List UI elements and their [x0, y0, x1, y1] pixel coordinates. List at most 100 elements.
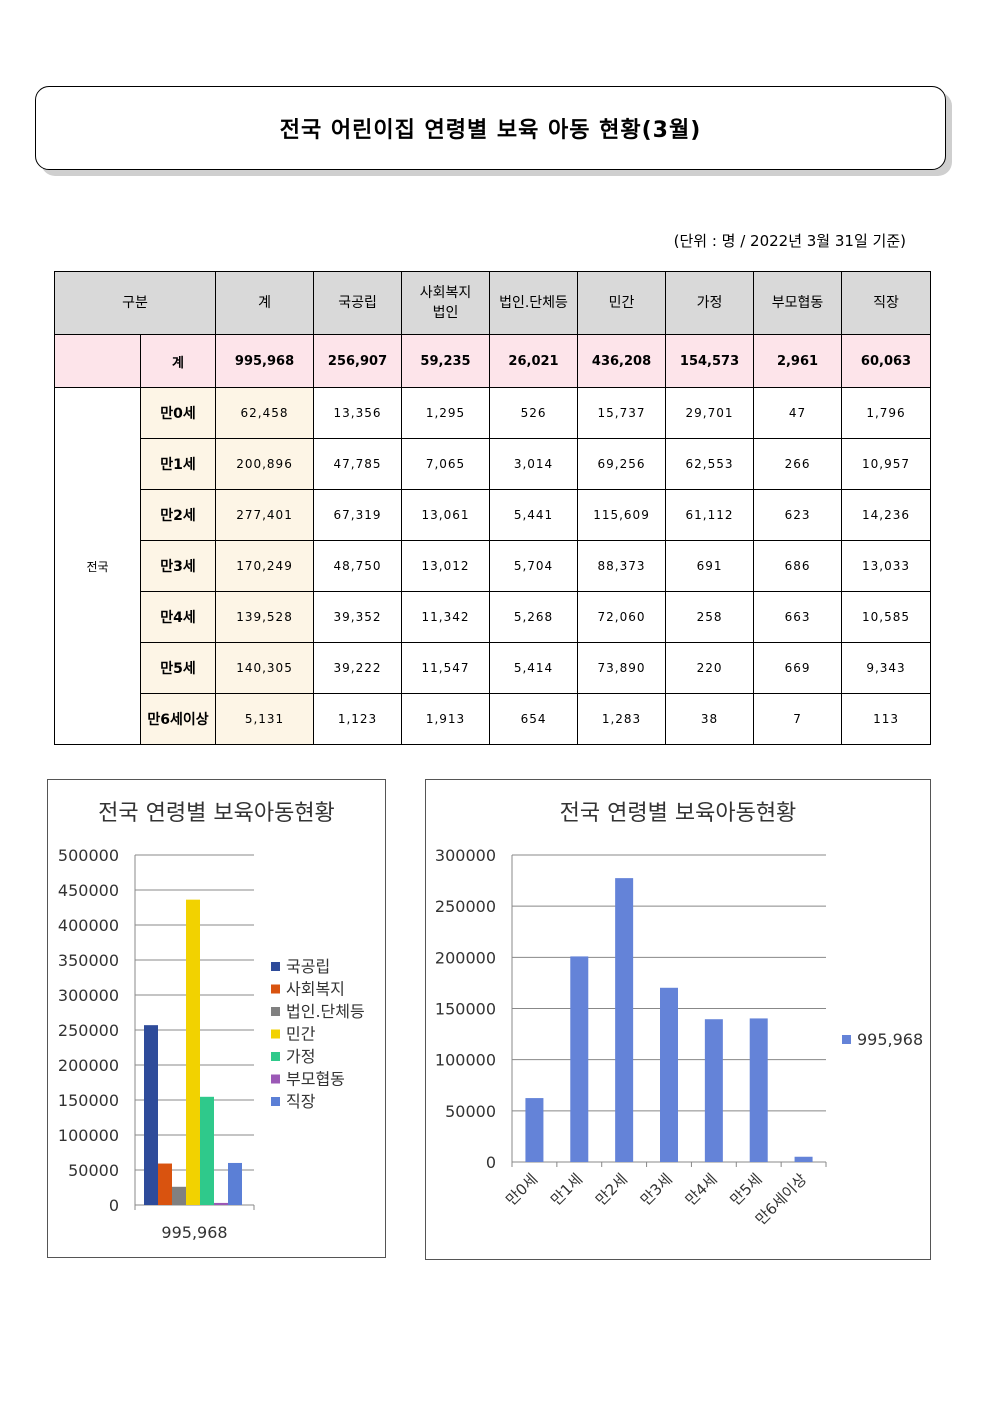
total-row: 계 995,968 256,907 59,235 26,021 436,208 154,57…: [54, 334, 932, 388]
table-row: 전국 만0세 62,458 13,356 1,295 526 15,737 29,701 47 1…: [54, 387, 932, 745]
x-tick-label: 만0세: [502, 1170, 541, 1209]
legend-label: 국공립: [286, 957, 330, 976]
y-tick-label: 400000: [58, 916, 119, 935]
header-cell: 계: [215, 271, 315, 335]
chart-1-svg: 전국 연령별 보육아동현황 0 50000 100000 150000 200000 250…: [58, 801, 365, 1242]
legend-swatch: [271, 962, 280, 971]
table-row: 만4세 139,528 39,352 11,342 5,268 72,060 258 663 1…: [55, 591, 932, 643]
value-cell: 1,295: [401, 387, 491, 439]
chart-by-age: 전국 연령별 보육아동현황 0 50000 100000 150000 200000 250…: [425, 779, 931, 1260]
value-cell: 38: [665, 693, 755, 745]
value-cell: 526: [489, 387, 579, 439]
value-cell: 139,528: [215, 591, 315, 643]
value-cell: 277,401: [215, 489, 315, 541]
title-box: 전국 어린이집 연령별 보육 아동 현황(3월): [35, 86, 946, 170]
value-cell: 72,060: [577, 591, 667, 643]
total-cell: 995,968: [215, 334, 315, 388]
value-cell: 9,343: [841, 642, 932, 694]
y-tick-label: 450000: [58, 881, 119, 900]
page-title: 전국 어린이집 연령별 보육 아동 현황(3월): [279, 118, 702, 143]
value-cell: 13,356: [313, 387, 403, 439]
legend-label: 법인.단체등: [286, 1002, 365, 1021]
value-cell: 113: [841, 693, 932, 745]
header-cell: 법인.단체등: [489, 271, 579, 335]
header-cell: 부모협동: [753, 271, 843, 335]
bar-3: [615, 878, 634, 1162]
total-cell: 26,021: [489, 334, 579, 388]
legend-label: 직장: [286, 1092, 316, 1111]
value-cell: 15,737: [577, 387, 667, 439]
value-cell: 170,249: [215, 540, 315, 592]
value-cell: 88,373: [577, 540, 667, 592]
bar-5: [200, 1096, 214, 1205]
value-cell: 47,785: [313, 438, 403, 490]
y-tick-label: 150000: [58, 1091, 119, 1110]
value-cell: 29,701: [665, 387, 755, 439]
value-cell: 686: [753, 540, 843, 592]
value-cell: 61,112: [665, 489, 755, 541]
total-cell: 59,235: [401, 334, 491, 388]
header-cell: 직장: [841, 271, 932, 335]
bar-6: [214, 1202, 228, 1205]
legend-swatch: [842, 1035, 851, 1044]
bar-6: [749, 1018, 768, 1162]
value-cell: 5,131: [215, 693, 315, 745]
x-tick-label: 만2세: [592, 1170, 631, 1209]
bar-3: [172, 1186, 186, 1205]
header-cell-line: 법인: [432, 305, 459, 321]
total-cell: 256,907: [313, 334, 403, 388]
header-cell: 구분: [53, 271, 217, 335]
total-cell: 2,961: [753, 334, 843, 388]
bar-4: [660, 987, 678, 1162]
total-cell: 60,063: [841, 334, 932, 388]
y-tick-label: 350000: [58, 951, 119, 970]
value-cell: 1,913: [401, 693, 491, 745]
y-tick-label: 50000: [68, 1161, 119, 1180]
value-cell: 67,319: [313, 489, 403, 541]
value-cell: 47: [753, 387, 843, 439]
bar-1: [525, 1098, 544, 1162]
chart-by-type: 전국 연령별 보육아동현황 0 50000 100000 150000 200000 250…: [47, 779, 386, 1258]
legend-swatch: [271, 1074, 280, 1084]
y-tick-label: 300000: [435, 846, 496, 865]
header-cell-line: 사회복지: [419, 285, 472, 301]
value-cell: 10,957: [841, 438, 932, 490]
legend-swatch: [271, 1052, 280, 1061]
legend-label: 가정: [286, 1047, 315, 1066]
table-row: 만6세이상 5,131 1,123 1,913 654 1,283 38 7 113: [55, 693, 932, 745]
value-cell: 1,796: [841, 387, 932, 439]
value-cell: 200,896: [215, 438, 315, 490]
value-cell: 220: [665, 642, 755, 694]
y-tick-label: 0: [109, 1196, 119, 1215]
value-cell: 140,305: [215, 642, 315, 694]
value-cell: 39,352: [313, 591, 403, 643]
value-cell: 669: [753, 642, 843, 694]
total-label: 계: [139, 334, 217, 388]
value-cell: 62,458: [215, 387, 315, 439]
value-cell: 3,014: [489, 438, 579, 490]
x-tick-label: 만1세: [547, 1170, 586, 1209]
age-cell: 만2세: [139, 489, 217, 541]
value-cell: 1,283: [577, 693, 667, 745]
x-tick-label: 만4세: [682, 1170, 721, 1209]
table-row: 만1세 200,896 47,785 7,065 3,014 69,256 62,553 26…: [55, 438, 932, 490]
legend-label: 민간: [286, 1025, 316, 1044]
value-cell: 1,123: [313, 693, 403, 745]
age-cell: 만5세: [139, 642, 217, 694]
bar-5: [704, 1019, 723, 1162]
value-cell: 7,065: [401, 438, 491, 490]
age-cell: 만1세: [139, 438, 217, 490]
value-cell: 663: [753, 591, 843, 643]
legend-swatch: [271, 984, 280, 994]
table-row: 만2세 277,401 67,319 13,061 5,441 115,609 61,112…: [55, 489, 932, 541]
region-cell: 전국: [54, 387, 141, 745]
value-cell: 5,704: [489, 540, 579, 592]
unit-note: (단위 : 명 / 2022년 3월 31일 기준): [673, 232, 906, 250]
y-tick-label: 100000: [58, 1126, 119, 1145]
bar-1: [144, 1025, 158, 1205]
x-category-label: 995,968: [161, 1223, 227, 1242]
legend-label: 사회복지: [286, 980, 345, 999]
age-cell: 만0세: [139, 387, 217, 439]
value-cell: 5,414: [489, 642, 579, 694]
